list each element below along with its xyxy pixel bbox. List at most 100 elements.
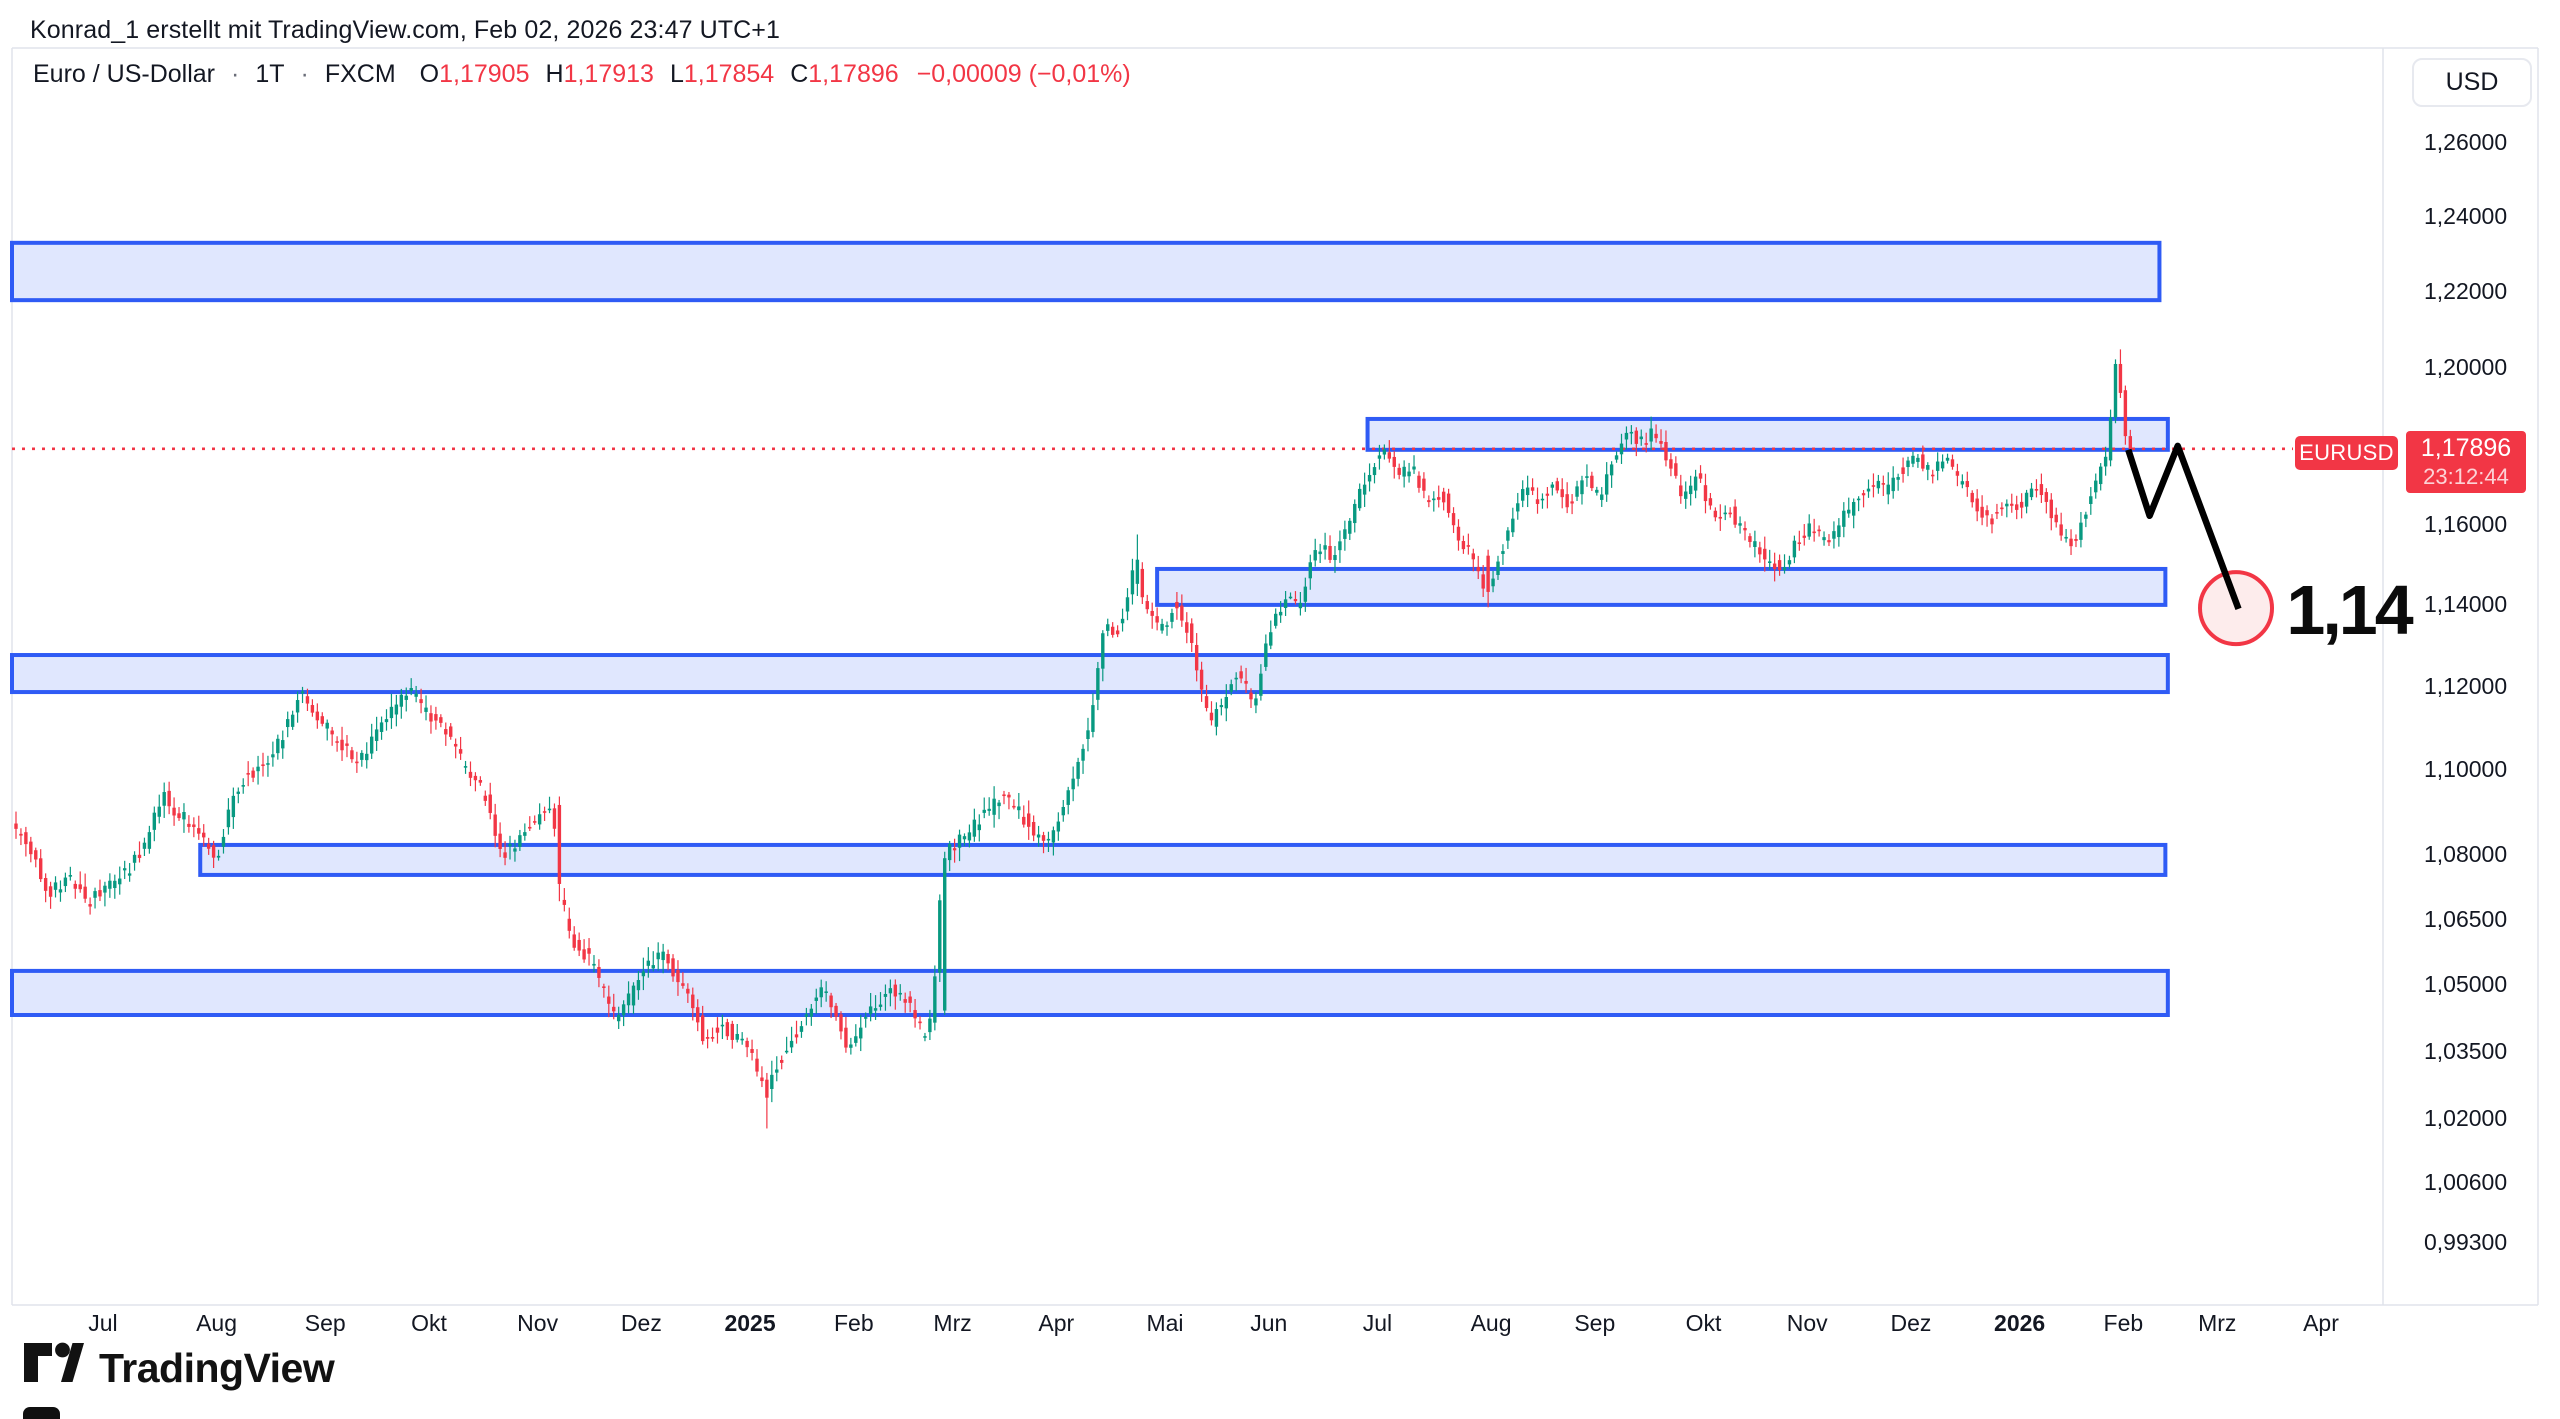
zone-demand-1.08[interactable] bbox=[198, 842, 2168, 877]
candle-body bbox=[1703, 485, 1708, 502]
candle-body bbox=[2118, 363, 2123, 393]
candle-body bbox=[1891, 477, 1895, 492]
candle-body bbox=[394, 704, 399, 715]
candle-body bbox=[1644, 443, 1648, 445]
candle-body bbox=[1407, 471, 1411, 477]
candle-body bbox=[98, 890, 102, 897]
candle-body bbox=[1935, 461, 1940, 471]
candle-body bbox=[374, 729, 379, 741]
candle-body bbox=[1259, 673, 1263, 696]
candle-body bbox=[770, 1074, 774, 1089]
candle-body bbox=[1328, 545, 1332, 560]
candle-body bbox=[1377, 455, 1382, 459]
ohlc-o: O1,17905 bbox=[419, 60, 530, 88]
candle-body bbox=[68, 875, 73, 877]
candle-body bbox=[602, 986, 606, 988]
candle-body bbox=[1866, 488, 1871, 492]
candle-body bbox=[369, 736, 374, 754]
candle-body bbox=[1022, 816, 1026, 825]
candle-body bbox=[1046, 838, 1051, 841]
candle-body bbox=[1293, 599, 1298, 602]
candle-body bbox=[1595, 489, 1599, 493]
candle-body bbox=[2019, 501, 2024, 508]
zone-demand-1.05[interactable] bbox=[10, 968, 2170, 1017]
candle-body bbox=[1590, 475, 1594, 489]
time-tick-2026: 2026 bbox=[1994, 1310, 2046, 1336]
candle-body bbox=[266, 763, 270, 765]
candle-body bbox=[651, 965, 655, 969]
candle-body bbox=[424, 707, 428, 712]
zone-demand-1.14[interactable] bbox=[1155, 566, 2168, 607]
candle-body bbox=[1239, 671, 1243, 679]
attribution-text: Konrad_1 erstellt mit TradingView.com, F… bbox=[30, 16, 781, 44]
candle-body bbox=[19, 833, 23, 836]
candle-body bbox=[735, 1033, 739, 1040]
candle-body bbox=[582, 949, 586, 960]
candle-body bbox=[2069, 538, 2073, 547]
interval-label[interactable]: 1T bbox=[255, 60, 285, 88]
candle-body bbox=[177, 813, 181, 819]
candle-body bbox=[1367, 474, 1372, 482]
zone-supply-1.18[interactable] bbox=[1365, 416, 2170, 452]
candle-body bbox=[1664, 442, 1668, 461]
candle-body bbox=[1214, 709, 1219, 727]
candle-body bbox=[1135, 559, 1140, 584]
zone-supply-1.22[interactable] bbox=[10, 240, 2162, 303]
candle-body bbox=[1748, 536, 1752, 542]
zone-demand-1.12[interactable] bbox=[10, 653, 2170, 695]
candle-body bbox=[997, 802, 1001, 807]
candle-body bbox=[1718, 516, 1722, 519]
currency-unit-button[interactable]: USD bbox=[2412, 58, 2532, 107]
candle-body bbox=[2098, 466, 2103, 485]
candle-body bbox=[1545, 493, 1550, 496]
candle-body bbox=[1995, 512, 1999, 514]
candle-body bbox=[913, 1010, 917, 1019]
candle-body bbox=[1575, 486, 1579, 497]
candle-body bbox=[918, 1021, 922, 1024]
candle-body bbox=[1308, 562, 1312, 579]
symbol-legend: Euro / US-Dollar · 1T · FXCM O1,17905 H1,… bbox=[33, 60, 1131, 89]
projection-zigzag-line[interactable] bbox=[2125, 442, 2242, 611]
candle-body bbox=[463, 766, 468, 768]
candle-body bbox=[211, 845, 216, 858]
candle-body bbox=[1209, 712, 1214, 721]
candle-body bbox=[1901, 467, 1905, 474]
candle-body bbox=[1540, 498, 1545, 501]
candle-body bbox=[1427, 500, 1431, 503]
candle-body bbox=[142, 842, 147, 849]
candle-body bbox=[498, 833, 502, 849]
candle-body bbox=[1466, 545, 1471, 547]
candle-body bbox=[533, 821, 537, 823]
candle-body bbox=[1530, 487, 1535, 491]
candle-body bbox=[1921, 454, 1925, 469]
candle-body bbox=[1516, 503, 1520, 512]
candle-body bbox=[1792, 540, 1797, 558]
symbol-title[interactable]: Euro / US-Dollar bbox=[33, 60, 215, 88]
ohlc-h: H1,17913 bbox=[545, 60, 654, 88]
candle-body bbox=[2010, 503, 2014, 506]
time-tick-Aug: Aug bbox=[196, 1310, 237, 1336]
candle-body bbox=[557, 804, 562, 884]
candle-body bbox=[1772, 563, 1777, 570]
candle-body bbox=[290, 714, 295, 727]
candle-body bbox=[523, 832, 527, 836]
candle-body bbox=[799, 1026, 804, 1032]
bar-countdown-timer: 23:12:44 bbox=[2423, 463, 2509, 489]
candle-body bbox=[434, 714, 438, 721]
candle-body bbox=[1698, 473, 1703, 479]
candle-body bbox=[39, 858, 43, 880]
candle-body bbox=[1204, 696, 1209, 708]
candle-body bbox=[83, 886, 87, 899]
candle-body bbox=[1797, 542, 1802, 545]
tradingview-watermark[interactable]: TradingView bbox=[23, 1342, 335, 1394]
candle-body bbox=[1659, 441, 1663, 444]
candle-body bbox=[1382, 449, 1387, 455]
candle-body bbox=[1871, 485, 1876, 487]
candle-body bbox=[1970, 492, 1974, 503]
candle-body bbox=[1511, 518, 1515, 533]
candle-body bbox=[1535, 499, 1540, 504]
candle-body bbox=[740, 1038, 744, 1041]
time-tick-Sep: Sep bbox=[1574, 1310, 1616, 1336]
candle-body bbox=[1990, 518, 1994, 525]
